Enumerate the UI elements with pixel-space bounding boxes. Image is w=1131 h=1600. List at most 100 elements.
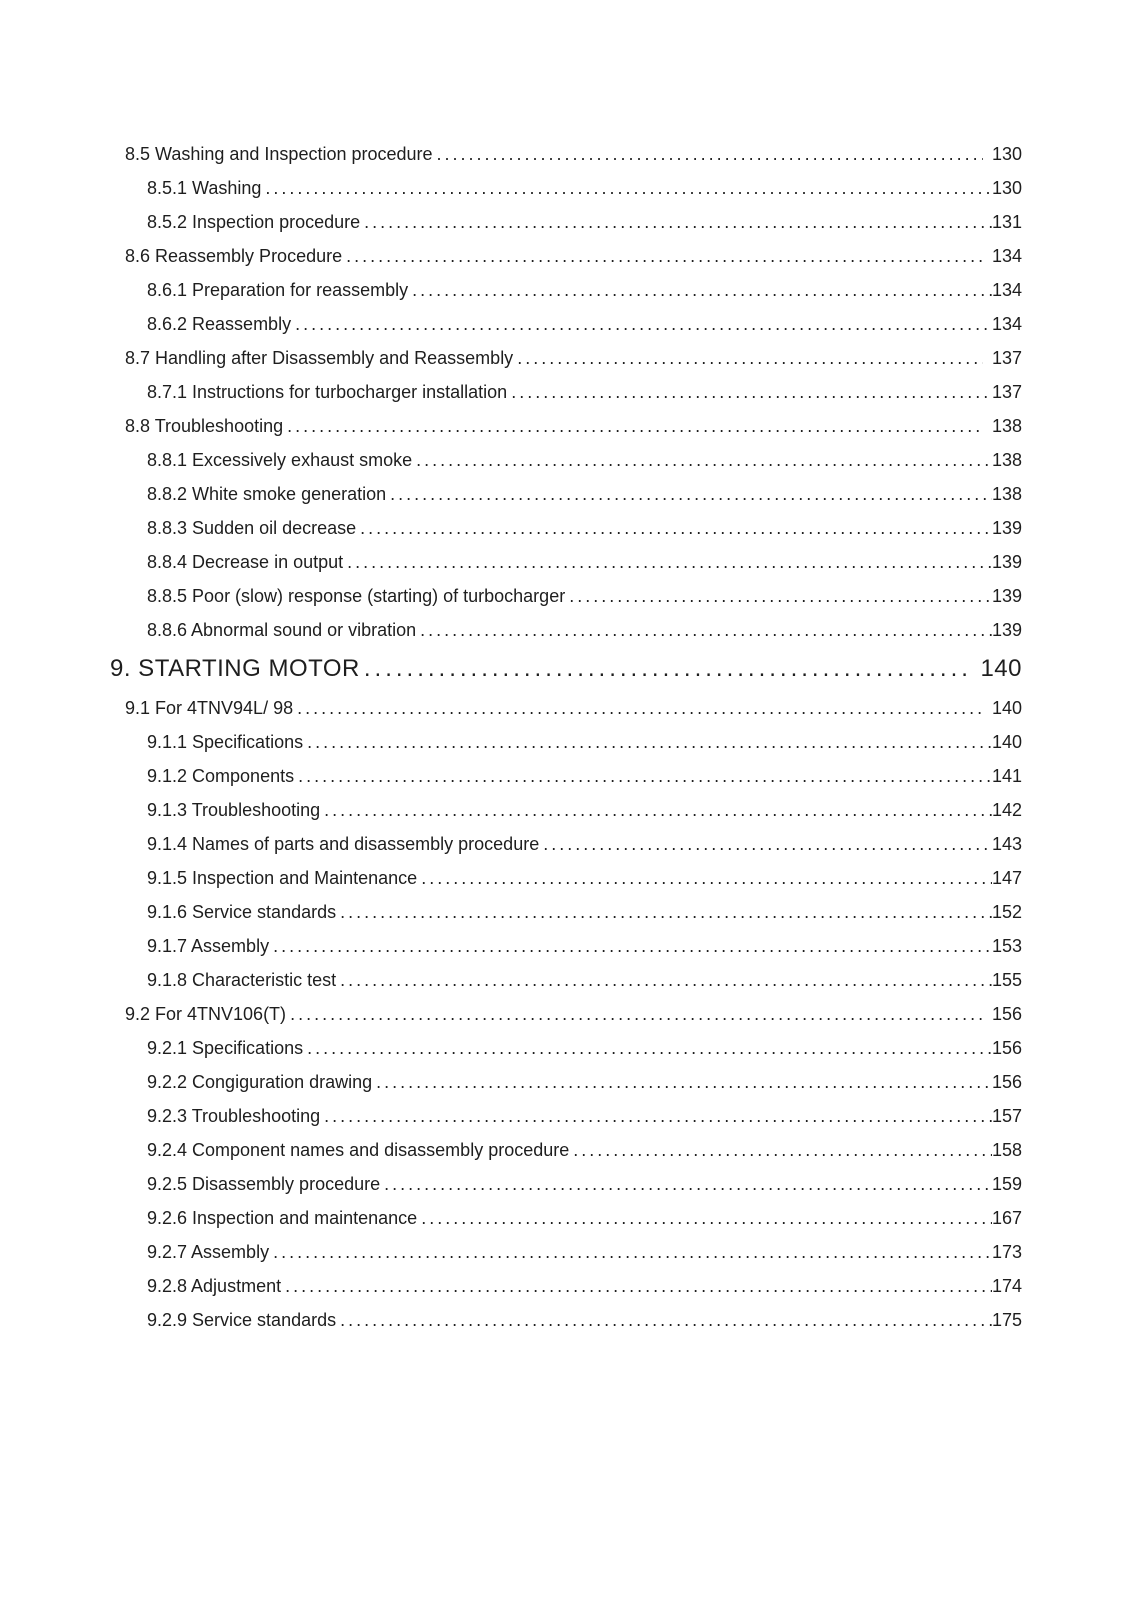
toc-entry-title: 9.2.9 Service standards bbox=[147, 1310, 337, 1330]
toc-page-number: 138 bbox=[991, 450, 1022, 470]
toc-entry: 8.7.1 Instructions for turbocharger inst… bbox=[147, 375, 1022, 409]
toc-entry-title: 9.2.6 Inspection and maintenance bbox=[147, 1208, 418, 1228]
table-of-contents: 8.5 Washing and Inspection procedure1308… bbox=[110, 137, 1022, 1337]
toc-leader-dots bbox=[307, 1031, 992, 1065]
toc-leader-dots bbox=[421, 861, 992, 895]
toc-entry-title: 9.2.5 Disassembly procedure bbox=[147, 1174, 381, 1194]
toc-leader-dots bbox=[346, 239, 983, 273]
toc-entry: 9.1.2 Components 141 bbox=[147, 759, 1022, 793]
toc-leader-dots bbox=[290, 997, 983, 1031]
toc-entry: 8.8.6 Abnormal sound or vibration 139 bbox=[147, 613, 1022, 647]
toc-entry: 8.6.2 Reassembly 134 bbox=[147, 307, 1022, 341]
toc-page-number: 143 bbox=[991, 834, 1022, 854]
toc-entry: 8.8.1 Excessively exhaust smoke 138 bbox=[147, 443, 1022, 477]
toc-entry-title: 9.1.4 Names of parts and disassembly pro… bbox=[147, 834, 540, 854]
toc-page-number: 138 bbox=[991, 416, 1022, 436]
toc-entry-title: 8.6.1 Preparation for reassembly bbox=[147, 280, 409, 300]
toc-entry: 9.1.1 Specifications 140 bbox=[147, 725, 1022, 759]
toc-entry-title: 9.2.3 Troubleshooting bbox=[147, 1106, 321, 1126]
toc-page-number: 130 bbox=[991, 178, 1022, 198]
toc-leader-dots bbox=[298, 759, 992, 793]
toc-entry: 8.7 Handling after Disassembly and Reass… bbox=[125, 341, 1022, 375]
toc-page-number: 175 bbox=[991, 1310, 1022, 1330]
toc-page-number: 138 bbox=[991, 484, 1022, 504]
toc-entry-title: 9.2 For 4TNV106(T) bbox=[125, 1004, 287, 1024]
toc-page-number: 158 bbox=[991, 1140, 1022, 1160]
toc-leader-dots bbox=[360, 511, 992, 545]
toc-page-number: 139 bbox=[991, 552, 1022, 572]
toc-leader-dots bbox=[573, 1133, 992, 1167]
toc-leader-dots bbox=[364, 647, 972, 691]
toc-page-number: 173 bbox=[991, 1242, 1022, 1262]
toc-entry: 9.2.6 Inspection and maintenance 167 bbox=[147, 1201, 1022, 1235]
toc-entry-title: 8.8.4 Decrease in output bbox=[147, 552, 344, 572]
toc-leader-dots bbox=[543, 827, 992, 861]
toc-leader-dots bbox=[437, 137, 983, 171]
toc-page-number: 134 bbox=[991, 246, 1022, 266]
toc-entry: 9.2.9 Service standards 175 bbox=[147, 1303, 1022, 1337]
toc-leader-dots bbox=[340, 963, 992, 997]
toc-leader-dots bbox=[324, 1099, 992, 1133]
toc-page-number: 147 bbox=[991, 868, 1022, 888]
toc-entry-title: 8.5 Washing and Inspection procedure bbox=[125, 144, 433, 164]
toc-page-number: 139 bbox=[991, 586, 1022, 606]
toc-leader-dots bbox=[420, 613, 992, 647]
toc-leader-dots bbox=[287, 409, 983, 443]
toc-entry: 9.1.6 Service standards 152 bbox=[147, 895, 1022, 929]
toc-entry-title: 8.8 Troubleshooting bbox=[125, 416, 284, 436]
toc-leader-dots bbox=[390, 477, 992, 511]
toc-entry-title: 8.5.2 Inspection procedure bbox=[147, 212, 361, 232]
toc-page-number: 152 bbox=[991, 902, 1022, 922]
toc-entry: 9. STARTING MOTOR 140 bbox=[110, 647, 1022, 691]
toc-entry: 9.2.3 Troubleshooting 157 bbox=[147, 1099, 1022, 1133]
toc-entry-title: 9.1.3 Troubleshooting bbox=[147, 800, 321, 820]
toc-leader-dots bbox=[376, 1065, 992, 1099]
toc-leader-dots bbox=[340, 895, 992, 929]
toc-page-number: 157 bbox=[991, 1106, 1022, 1126]
toc-leader-dots bbox=[416, 443, 992, 477]
toc-leader-dots bbox=[569, 579, 992, 613]
toc-page-number: 139 bbox=[991, 620, 1022, 640]
toc-entry: 8.5.1 Washing 130 bbox=[147, 171, 1022, 205]
toc-entry: 8.8.3 Sudden oil decrease 139 bbox=[147, 511, 1022, 545]
toc-leader-dots bbox=[324, 793, 992, 827]
toc-entry-title: 8.8.6 Abnormal sound or vibration bbox=[147, 620, 417, 640]
toc-page-number: 159 bbox=[991, 1174, 1022, 1194]
toc-entry-title: 9.2.4 Component names and disassembly pr… bbox=[147, 1140, 570, 1160]
toc-entry: 8.8.5 Poor (slow) response (starting) of… bbox=[147, 579, 1022, 613]
toc-page-number: 134 bbox=[991, 314, 1022, 334]
toc-entry: 8.8.4 Decrease in output 139 bbox=[147, 545, 1022, 579]
toc-page-number: 134 bbox=[991, 280, 1022, 300]
toc-entry-title: 9.1.1 Specifications bbox=[147, 732, 304, 752]
toc-leader-dots bbox=[364, 205, 992, 239]
toc-entry-title: 9.1.7 Assembly bbox=[147, 936, 270, 956]
toc-leader-dots bbox=[421, 1201, 992, 1235]
toc-entry-title: 8.6 Reassembly Procedure bbox=[125, 246, 343, 266]
toc-entry: 8.5.2 Inspection procedure 131 bbox=[147, 205, 1022, 239]
toc-entry: 9.2.2 Congiguration drawing 156 bbox=[147, 1065, 1022, 1099]
toc-leader-dots bbox=[340, 1303, 992, 1337]
toc-page-number: 130 bbox=[991, 144, 1022, 164]
toc-page-number: 139 bbox=[991, 518, 1022, 538]
toc-leader-dots bbox=[285, 1269, 992, 1303]
toc-page-number: 137 bbox=[991, 348, 1022, 368]
toc-leader-dots bbox=[295, 307, 992, 341]
toc-entry-title: 9.1 For 4TNV94L/ 98 bbox=[125, 698, 294, 718]
toc-page-number: 156 bbox=[991, 1072, 1022, 1092]
toc-page-number: 131 bbox=[991, 212, 1022, 232]
toc-leader-dots bbox=[347, 545, 992, 579]
toc-entry: 9.2 For 4TNV106(T) 156 bbox=[125, 997, 1022, 1031]
toc-page-number: 156 bbox=[991, 1038, 1022, 1058]
toc-entry-title: 9.2.2 Congiguration drawing bbox=[147, 1072, 373, 1092]
toc-entry: 8.8 Troubleshooting 138 bbox=[125, 409, 1022, 443]
toc-entry-title: 8.8.5 Poor (slow) response (starting) of… bbox=[147, 586, 566, 606]
toc-entry-title: 8.5.1 Washing bbox=[147, 178, 262, 198]
toc-leader-dots bbox=[297, 691, 983, 725]
toc-entry: 9.1.8 Characteristic test 155 bbox=[147, 963, 1022, 997]
toc-entry: 9.1 For 4TNV94L/ 98 140 bbox=[125, 691, 1022, 725]
toc-page-number: 141 bbox=[991, 766, 1022, 786]
toc-entry-title: 9.2.1 Specifications bbox=[147, 1038, 304, 1058]
toc-entry-title: 8.8.1 Excessively exhaust smoke bbox=[147, 450, 413, 470]
toc-page-number: 174 bbox=[991, 1276, 1022, 1296]
